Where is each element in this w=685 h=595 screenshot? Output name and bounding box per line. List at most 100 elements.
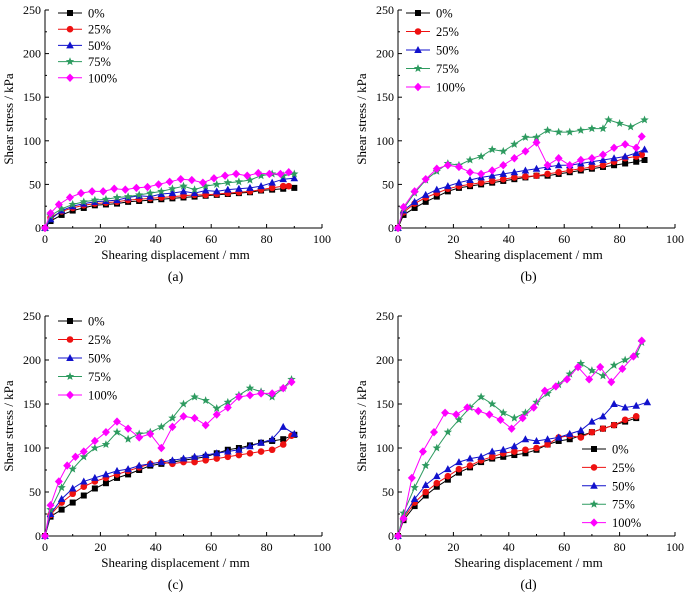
legend-label: 100% bbox=[612, 516, 641, 530]
data-point bbox=[633, 158, 640, 165]
data-point bbox=[257, 389, 266, 398]
data-point bbox=[499, 161, 508, 170]
data-point bbox=[488, 166, 497, 175]
data-point bbox=[640, 115, 649, 124]
x-tick-label: 80 bbox=[261, 540, 273, 554]
data-point bbox=[577, 434, 585, 441]
data-point bbox=[135, 461, 143, 469]
data-point bbox=[499, 408, 508, 417]
data-point bbox=[223, 397, 232, 406]
data-point bbox=[168, 413, 177, 422]
series-50pct bbox=[394, 145, 649, 231]
data-point bbox=[57, 204, 66, 213]
panel-label: (d) bbox=[520, 578, 537, 593]
data-point bbox=[212, 187, 221, 195]
data-point bbox=[510, 168, 519, 176]
data-point bbox=[112, 427, 122, 436]
data-point bbox=[394, 223, 402, 233]
data-point bbox=[565, 369, 574, 378]
data-point bbox=[88, 187, 97, 196]
legend-marker bbox=[65, 57, 75, 66]
data-point bbox=[637, 336, 646, 345]
data-point bbox=[488, 171, 496, 179]
data-point bbox=[622, 160, 629, 167]
data-point bbox=[168, 189, 177, 197]
data-point bbox=[212, 449, 221, 457]
data-point bbox=[599, 155, 607, 163]
data-point bbox=[101, 440, 111, 449]
data-point bbox=[629, 352, 638, 361]
data-point bbox=[157, 458, 166, 466]
data-point bbox=[454, 162, 463, 172]
legend-marker bbox=[66, 390, 74, 400]
data-point bbox=[533, 444, 540, 452]
data-point bbox=[610, 400, 618, 407]
y-tick-label: 150 bbox=[376, 90, 394, 104]
data-point bbox=[540, 386, 549, 395]
legend-label: 25% bbox=[88, 333, 111, 347]
panel-label: (c) bbox=[168, 578, 184, 593]
data-point bbox=[201, 181, 210, 190]
data-point bbox=[268, 446, 276, 454]
data-point bbox=[587, 154, 596, 163]
legend-marker bbox=[589, 499, 599, 508]
data-point bbox=[80, 483, 88, 491]
data-point bbox=[257, 448, 265, 455]
data-point bbox=[422, 488, 430, 496]
data-point bbox=[246, 183, 254, 191]
data-point bbox=[135, 433, 144, 442]
data-point bbox=[454, 415, 464, 424]
data-point bbox=[554, 154, 563, 163]
data-point bbox=[63, 461, 72, 470]
x-axis-title: Shearing displacement / mm bbox=[454, 247, 602, 262]
data-point bbox=[410, 197, 419, 205]
y-tick-label: 200 bbox=[376, 353, 394, 367]
y-tick-label: 50 bbox=[29, 177, 41, 191]
data-point bbox=[279, 171, 288, 180]
data-point bbox=[411, 204, 418, 211]
series-100pct bbox=[394, 336, 646, 541]
data-point bbox=[123, 192, 133, 201]
data-point bbox=[68, 200, 77, 209]
y-tick-label: 0 bbox=[388, 529, 394, 543]
data-point bbox=[466, 167, 475, 177]
data-point bbox=[411, 503, 418, 510]
x-tick-label: 100 bbox=[666, 232, 684, 246]
data-point bbox=[290, 169, 299, 178]
x-tick-label: 100 bbox=[313, 232, 331, 246]
data-point bbox=[465, 155, 475, 164]
data-point bbox=[245, 383, 255, 392]
data-point bbox=[609, 360, 619, 369]
data-point bbox=[499, 175, 507, 183]
data-point bbox=[488, 447, 496, 455]
data-point bbox=[618, 364, 627, 373]
data-point bbox=[268, 178, 276, 186]
data-point bbox=[410, 495, 419, 503]
panel-a: 0 20 40 60 80 100 0 50 100 150 200 250 Shearing disp… bbox=[1, 3, 331, 285]
data-point bbox=[65, 193, 74, 202]
data-point bbox=[455, 458, 463, 466]
x-tick-label: 0 bbox=[42, 232, 48, 246]
y-tick-label: 250 bbox=[376, 3, 394, 17]
series-0pct bbox=[42, 431, 298, 539]
data-point bbox=[521, 166, 530, 174]
data-point bbox=[179, 399, 188, 408]
data-point bbox=[466, 462, 474, 469]
legend-marker bbox=[66, 41, 74, 49]
series-0pct bbox=[395, 156, 648, 231]
data-point bbox=[256, 171, 266, 180]
data-point bbox=[190, 392, 199, 401]
legend: 0% 25% 50% 75% 100% bbox=[58, 7, 117, 85]
x-tick-label: 80 bbox=[614, 540, 626, 554]
data-point bbox=[433, 193, 440, 200]
legend-marker bbox=[66, 73, 74, 82]
data-point bbox=[90, 436, 99, 446]
legend-label: 100% bbox=[88, 389, 117, 403]
series-100pct bbox=[41, 167, 293, 233]
data-point bbox=[576, 125, 585, 134]
data-point bbox=[596, 362, 605, 372]
data-point bbox=[643, 398, 652, 406]
data-point bbox=[511, 448, 518, 455]
data-point bbox=[201, 451, 210, 459]
data-point bbox=[58, 506, 65, 513]
